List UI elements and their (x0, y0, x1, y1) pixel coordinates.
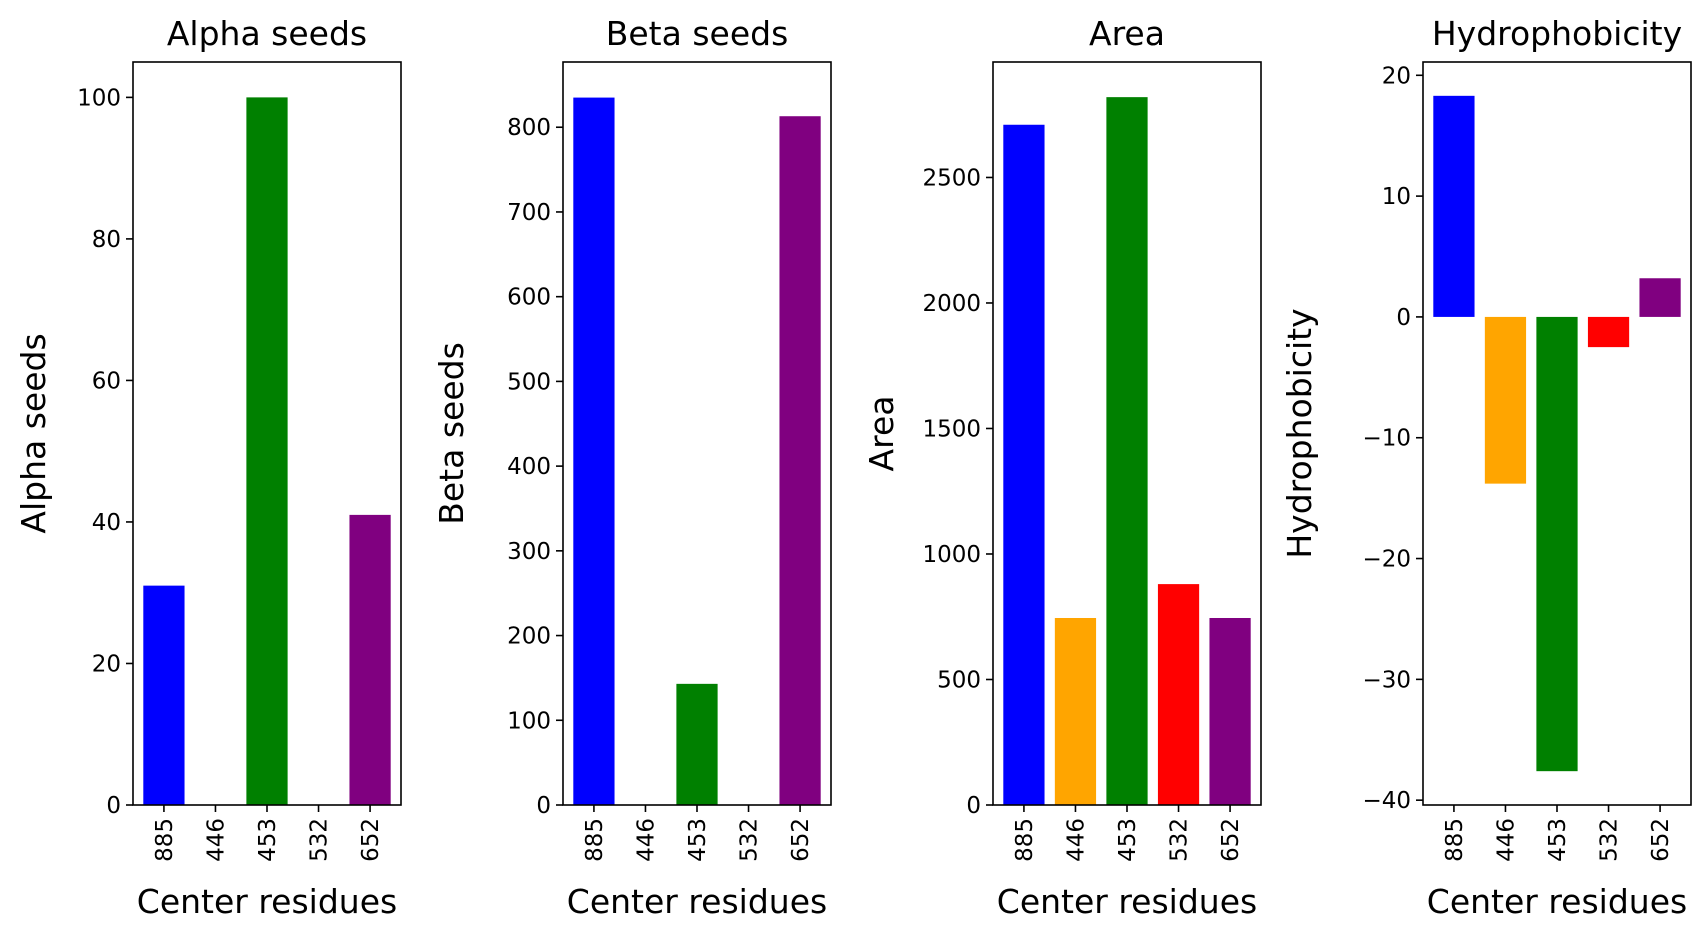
bar-652 (1639, 278, 1681, 317)
x-tick-label: 885 (1442, 818, 1468, 862)
x-tick-label: 532 (1597, 818, 1623, 862)
y-tick-label: −20 (1362, 547, 1411, 573)
y-axis-label: Beta seeds (432, 342, 471, 525)
x-tick-label: 453 (1545, 818, 1571, 862)
bar-446 (1484, 316, 1527, 484)
chart-title: Hydrophobicity (1432, 14, 1682, 53)
y-tick-label: 0 (966, 793, 981, 819)
y-axis-label: Hydrophobicity (1280, 308, 1319, 558)
bar-453 (1536, 316, 1578, 772)
x-tick-label: 446 (1063, 818, 1089, 862)
bar-885 (573, 97, 615, 806)
x-tick-label: 453 (1115, 818, 1141, 862)
y-tick-label: 2000 (922, 291, 981, 317)
bar-453 (1106, 97, 1148, 805)
x-tick-label: 446 (203, 818, 229, 862)
bar-885 (1003, 124, 1045, 806)
x-tick-label: 532 (1167, 818, 1193, 862)
y-tick-label: −10 (1362, 426, 1411, 452)
y-tick-label: 10 (1382, 184, 1411, 210)
y-tick-label: 100 (507, 708, 551, 734)
x-tick-label: 453 (685, 818, 711, 862)
y-tick-label: 2500 (922, 165, 981, 191)
y-tick-label: 600 (507, 285, 551, 311)
y-axis-label: Area (862, 396, 901, 472)
bar-885 (143, 585, 185, 805)
y-tick-label: 1000 (922, 542, 981, 568)
y-tick-label: −40 (1362, 788, 1411, 814)
y-tick-label: 100 (77, 85, 121, 111)
bar-446 (1054, 617, 1097, 805)
y-tick-label: 20 (92, 651, 121, 677)
y-tick-label: 500 (937, 667, 981, 693)
y-tick-label: 400 (507, 454, 551, 480)
chart-panel-3: 0 500 1000 1500 2000 2500 885 446 453 532 652 Area C… (862, 14, 1262, 921)
bar-532 (1587, 316, 1630, 348)
y-tick-label: 0 (1396, 305, 1411, 331)
bar-453 (246, 97, 288, 805)
x-axis-label: Center residues (997, 882, 1257, 921)
x-tick-label: 885 (582, 818, 608, 862)
x-tick-label: 652 (358, 818, 384, 862)
y-tick-label: 200 (507, 624, 551, 650)
x-tick-label: 885 (1012, 818, 1038, 862)
y-tick-label: 0 (106, 793, 121, 819)
x-tick-label: 885 (152, 818, 178, 862)
x-tick-label: 532 (307, 818, 333, 862)
y-tick-label: −30 (1362, 667, 1411, 693)
y-tick-label: 800 (507, 115, 551, 141)
x-tick-label: 446 (1493, 818, 1519, 862)
x-tick-label: 446 (633, 818, 659, 862)
y-tick-label: 40 (92, 510, 121, 536)
x-tick-label: 652 (1218, 818, 1244, 862)
x-tick-label: 652 (1648, 818, 1674, 862)
x-axis-label: Center residues (137, 882, 397, 921)
chart-panel-2: 0 100 200 300 400 500 600 700 800 885 446 453 532 652… (432, 14, 832, 921)
y-tick-label: 300 (507, 539, 551, 565)
x-tick-label: 652 (788, 818, 814, 862)
bar-532 (1157, 584, 1200, 805)
x-axis-label: Center residues (567, 882, 827, 921)
y-tick-label: 80 (92, 227, 121, 253)
y-tick-label: 700 (507, 200, 551, 226)
y-tick-label: 1500 (922, 416, 981, 442)
y-tick-label: 500 (507, 369, 551, 395)
chart-panel-1: 0 20 40 60 80 100 885 446 453 532 652 Alpha seeds Ce… (14, 14, 402, 921)
y-tick-label: 20 (1382, 63, 1411, 89)
bar-453 (676, 683, 718, 805)
y-axis-label: Alpha seeds (14, 333, 53, 533)
x-tick-label: 453 (255, 818, 281, 862)
bar-885 (1433, 95, 1475, 317)
x-axis-label: Center residues (1427, 882, 1687, 921)
chart-title: Alpha seeds (167, 14, 367, 53)
chart-title: Beta seeds (606, 14, 789, 53)
y-tick-label: 0 (536, 793, 551, 819)
chart-panel-4: −40 −30 −20 −10 0 10 20 885 446 453 532 652 Hydropho… (1280, 14, 1692, 921)
bar-652 (1209, 617, 1251, 805)
x-tick-label: 532 (737, 818, 763, 862)
y-tick-label: 60 (92, 368, 121, 394)
chart-title: Area (1089, 14, 1165, 53)
bar-652 (349, 514, 391, 805)
bar-652 (779, 116, 821, 806)
